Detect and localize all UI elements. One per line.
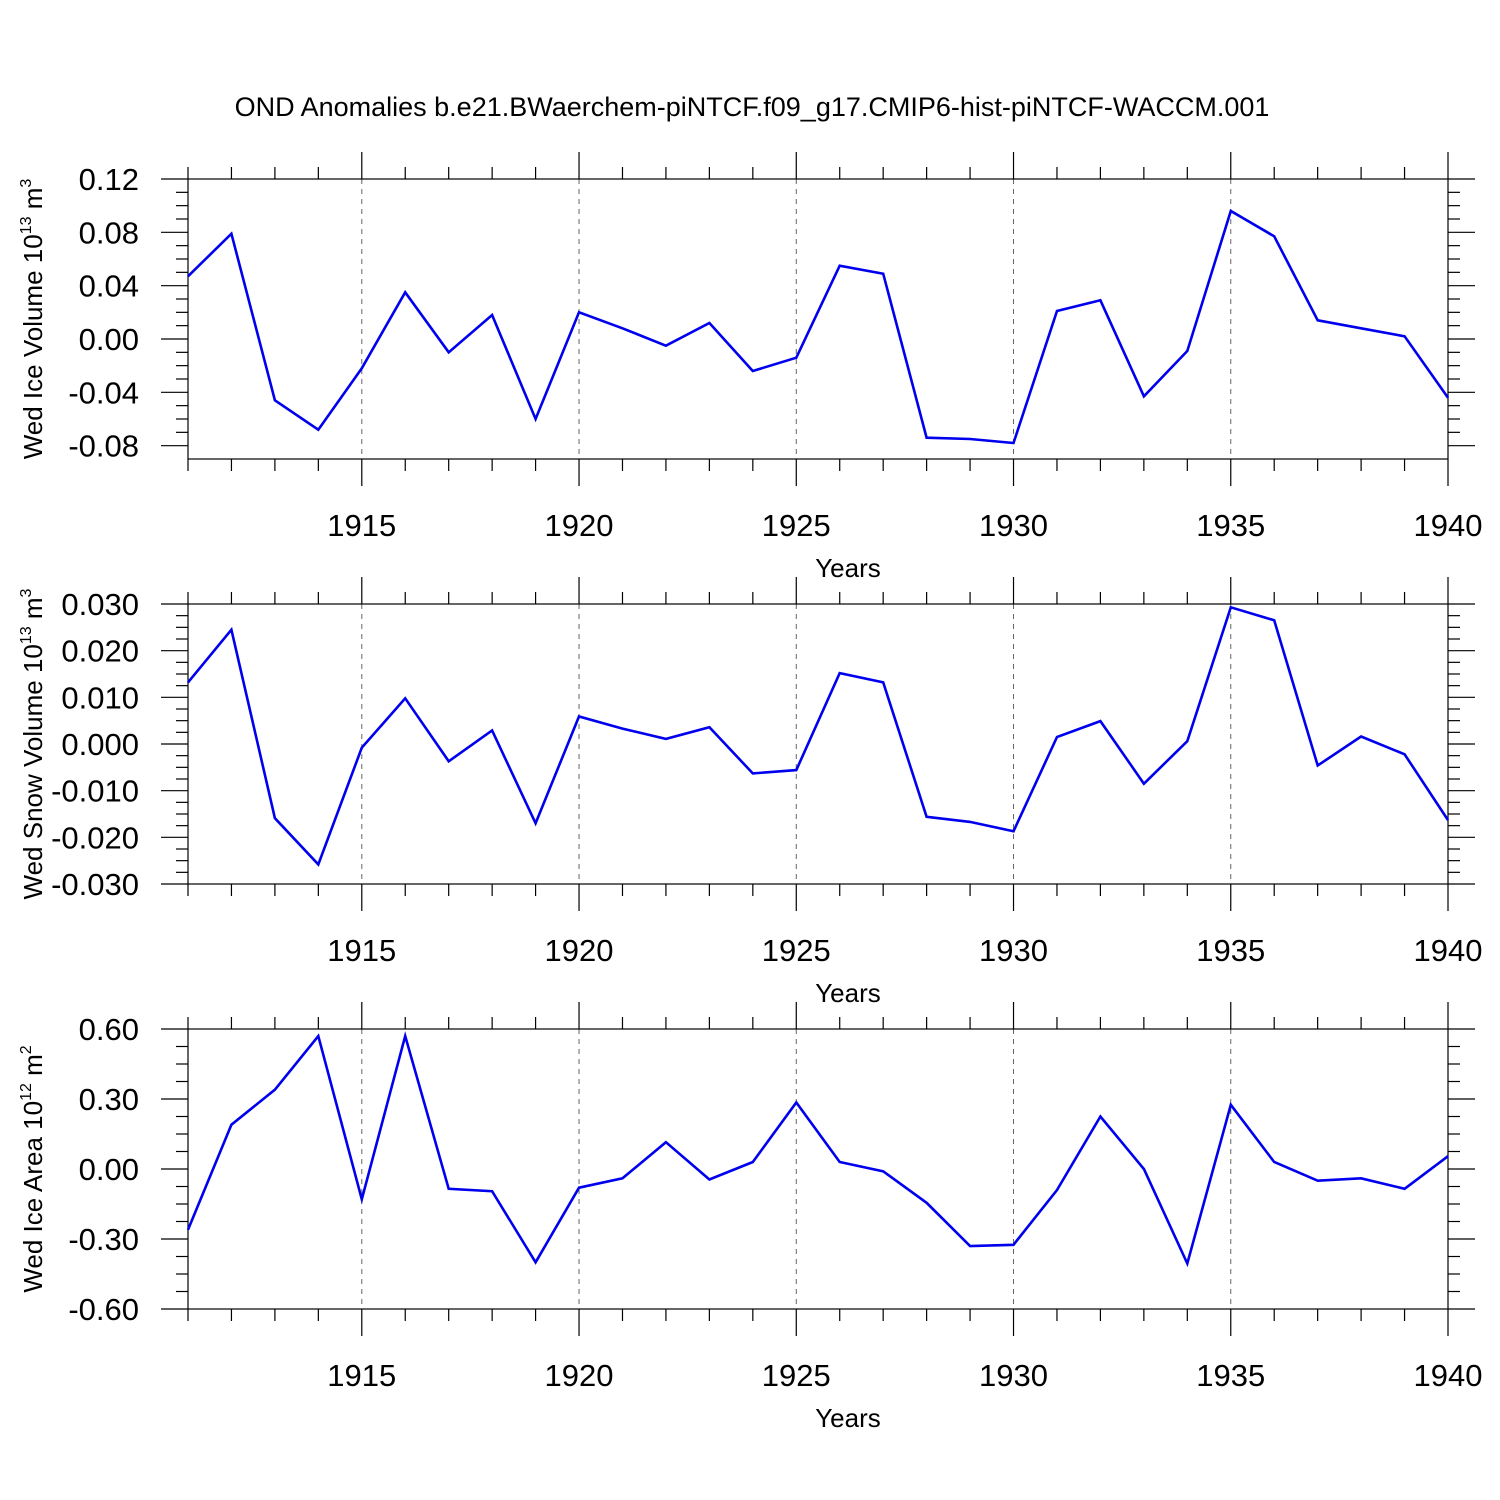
x-tick-label: 1940: [1414, 1358, 1483, 1393]
panel-1: 1915 1920 1925 1930 1935 1940 Years 0.12 0.08 0.0…: [18, 152, 1482, 583]
y-tick-label: 0.00: [79, 1152, 139, 1187]
x-tick-label: 1915: [327, 1358, 396, 1393]
y-tick-label: -0.04: [68, 375, 139, 410]
y-axis-title: Wed Snow Volume 1013 m3: [18, 588, 48, 899]
y-label-unit-exponent: 3: [18, 588, 35, 597]
x-tick-label: 1915: [327, 933, 396, 968]
series-line: [186, 605, 1450, 867]
x-tick-label: 1920: [545, 1358, 614, 1393]
y-label-unit: m: [18, 1054, 48, 1083]
x-tick-label: 1940: [1414, 933, 1483, 968]
series-line: [186, 1031, 1449, 1268]
x-tick-label: 1920: [545, 933, 614, 968]
y-label-unit-exponent: 2: [18, 1045, 35, 1054]
panel-2: 1915 1920 1925 1930 1935 1940 Years 0.030 0.020 0…: [18, 577, 1482, 1008]
y-label-unit-exponent: 3: [18, 179, 35, 188]
x-tick-label: 1925: [762, 508, 831, 543]
y-label-prefix: Wed Ice Area 10: [18, 1101, 48, 1293]
x-tick-label: 1920: [545, 508, 614, 543]
series-line: [187, 209, 1450, 445]
plot-frame: [187, 1028, 1449, 1310]
y-tick-label: 0.60: [79, 1012, 139, 1047]
x-axis-title: Years: [815, 978, 881, 1008]
y-tick-label: -0.60: [68, 1292, 139, 1327]
y-label-unit: m: [18, 188, 48, 217]
y-tick-label: 0.030: [61, 587, 139, 622]
x-tick-label: 1930: [979, 508, 1048, 543]
y-tick-label: -0.08: [68, 429, 139, 464]
x-tick-label: 1915: [327, 508, 396, 543]
y-label-prefix: Wed Ice Volume 10: [18, 234, 48, 459]
y-label-unit: m: [18, 597, 48, 626]
panel-3: 1915 1920 1925 1930 1935 1940 Years 0.60 0.30 0.0…: [18, 1002, 1482, 1433]
x-axis-title: Years: [815, 1403, 881, 1433]
y-label-exponent: 13: [18, 216, 35, 234]
y-tick-label: 0.08: [79, 215, 139, 250]
x-tick-label: 1930: [979, 1358, 1048, 1393]
y-label-exponent: 12: [18, 1083, 35, 1101]
x-tick-label: 1935: [1196, 1358, 1265, 1393]
y-tick-label: 0.30: [79, 1082, 139, 1117]
x-tick-label: 1935: [1196, 508, 1265, 543]
x-tick-label: 1930: [979, 933, 1048, 968]
x-tick-label: 1925: [762, 1358, 831, 1393]
x-tick-label: 1935: [1196, 933, 1265, 968]
x-axis-title: Years: [815, 553, 881, 583]
y-tick-label: -0.030: [51, 867, 139, 902]
plot-frame: [187, 178, 1449, 460]
y-axis-title: Wed Ice Area 1012 m2: [18, 1045, 48, 1292]
y-tick-label: 0.12: [79, 162, 139, 197]
y-label-exponent: 13: [18, 626, 35, 644]
y-tick-label: 0.000: [61, 727, 139, 762]
y-tick-label: -0.30: [68, 1222, 139, 1257]
x-tick-label: 1925: [762, 933, 831, 968]
y-tick-label: 0.010: [61, 680, 139, 715]
plot-frame: [187, 603, 1449, 885]
y-tick-label: -0.010: [51, 774, 139, 809]
y-axis-title: Wed Ice Volume 1013 m3: [18, 179, 48, 460]
y-label-prefix: Wed Snow Volume 10: [18, 644, 48, 899]
y-tick-label: 0.04: [79, 269, 139, 304]
x-tick-label: 1940: [1414, 508, 1483, 543]
y-tick-label: 0.00: [79, 322, 139, 357]
y-tick-label: -0.020: [51, 820, 139, 855]
y-tick-label: 0.020: [61, 634, 139, 669]
chart-title: OND Anomalies b.e21.BWaerchem-piNTCF.f09…: [235, 92, 1270, 122]
